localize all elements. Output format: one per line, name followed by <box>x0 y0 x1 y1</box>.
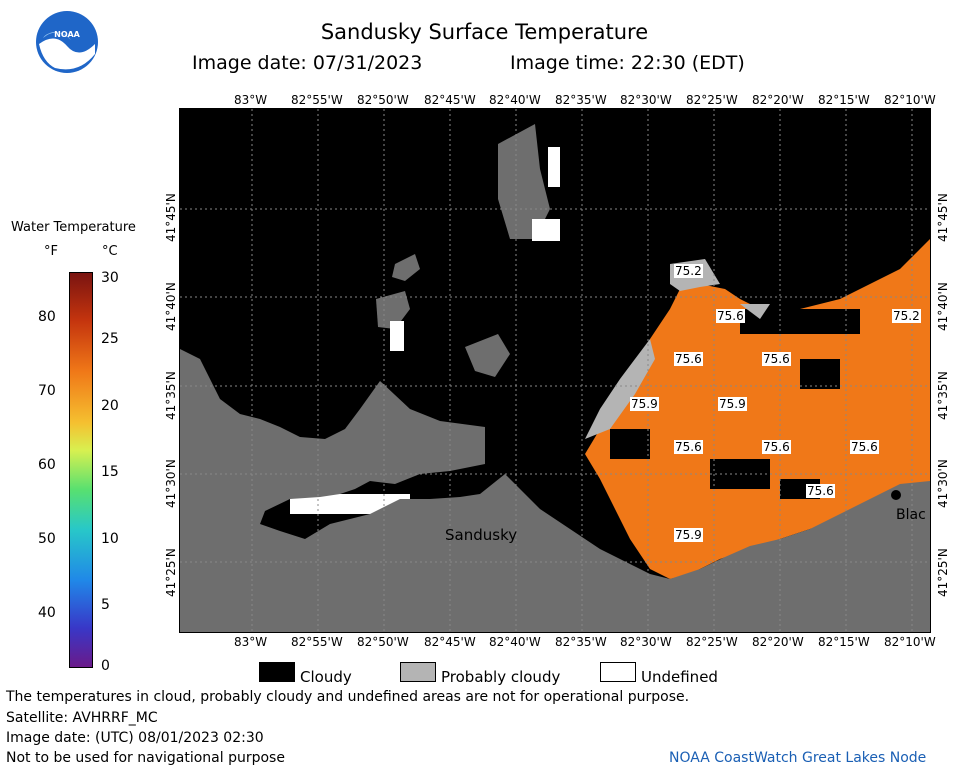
graticule <box>180 109 930 632</box>
temp-label: 75.9 <box>630 397 659 411</box>
probably-cloudy-region <box>585 259 770 439</box>
temp-label: 75.6 <box>806 484 835 498</box>
lon-tick-top: 83°W <box>234 93 268 107</box>
temp-label: 75.6 <box>762 352 791 366</box>
f-tick: 70 <box>38 383 56 399</box>
lat-tick-left: 41°45'N <box>164 193 178 242</box>
undefined-patch <box>532 219 560 241</box>
footer-satellite: Satellite: AVHRRF_MC <box>6 710 158 726</box>
c-tick: 10 <box>101 531 119 547</box>
lon-tick-top: 82°35'W <box>555 93 607 107</box>
temp-label: 75.9 <box>674 528 703 542</box>
colorbar <box>69 272 93 668</box>
lon-tick-top: 82°20'W <box>752 93 804 107</box>
island <box>465 334 510 377</box>
footer-nav-warning: Not to be used for navigational purpose <box>6 750 285 766</box>
temp-label: 75.6 <box>674 352 703 366</box>
probably-cloudy-island <box>498 124 550 239</box>
c-tick: 30 <box>101 270 119 286</box>
lon-tick-bottom: 82°35'W <box>555 635 607 649</box>
place-sandusky: Sandusky <box>445 526 518 544</box>
c-tick: 5 <box>101 597 110 613</box>
legend-undefined-label: Undefined <box>641 668 718 686</box>
lat-tick-right: 41°30'N <box>936 459 950 508</box>
temperature-map: 75.2 75.6 75.2 75.6 75.6 75.9 75.9 75.6 … <box>179 108 931 633</box>
lon-tick-bottom: 82°25'W <box>686 635 738 649</box>
footer-utc-date: Image date: (UTC) 08/01/2023 02:30 <box>6 730 264 746</box>
legend-probably-cloudy-swatch <box>400 662 436 682</box>
land-mass <box>180 349 930 632</box>
temp-label: 75.6 <box>762 440 791 454</box>
c-tick: 25 <box>101 331 119 347</box>
image-time: Image time: 22:30 (EDT) <box>510 52 745 74</box>
f-tick: 80 <box>38 309 56 325</box>
image-date: Image date: 07/31/2023 <box>192 52 423 74</box>
island <box>392 254 420 281</box>
lon-tick-bottom: 82°55'W <box>291 635 343 649</box>
lon-tick-bottom: 82°50'W <box>357 635 409 649</box>
lat-tick-left: 41°35'N <box>164 371 178 420</box>
legend-undefined-swatch <box>600 662 636 682</box>
lat-tick-right: 41°35'N <box>936 371 950 420</box>
map-canvas <box>180 109 930 632</box>
temp-label: 75.9 <box>718 397 747 411</box>
lon-tick-bottom: 82°15'W <box>818 635 870 649</box>
lon-tick-bottom: 82°10'W <box>884 635 936 649</box>
c-tick: 15 <box>101 464 119 480</box>
lon-tick-top: 82°40'W <box>489 93 541 107</box>
temp-label: 75.2 <box>674 264 703 278</box>
temp-label: 75.2 <box>892 309 921 323</box>
lon-tick-bottom: 82°30'W <box>620 635 672 649</box>
lon-tick-top: 82°15'W <box>818 93 870 107</box>
lon-tick-top: 82°45'W <box>424 93 476 107</box>
footer-credit: NOAA CoastWatch Great Lakes Node <box>669 750 927 766</box>
noaa-logo: NOAA <box>35 10 99 74</box>
lat-tick-left: 41°25'N <box>164 548 178 597</box>
city-marker <box>891 490 901 500</box>
temp-label: 75.6 <box>850 440 879 454</box>
lat-tick-right: 41°45'N <box>936 193 950 242</box>
lon-tick-top: 82°25'W <box>686 93 738 107</box>
temp-label: 75.6 <box>716 309 745 323</box>
lon-tick-bottom: 82°45'W <box>424 635 476 649</box>
f-tick: 40 <box>38 605 56 621</box>
lon-tick-bottom: 82°20'W <box>752 635 804 649</box>
lon-tick-top: 82°10'W <box>884 93 936 107</box>
logo-text: NOAA <box>54 30 80 39</box>
footer-disclaimer: The temperatures in cloud, probably clou… <box>6 689 690 705</box>
undefined-patch <box>548 147 560 187</box>
lat-tick-left: 41°30'N <box>164 459 178 508</box>
c-tick: 0 <box>101 658 110 674</box>
lon-tick-bottom: 82°40'W <box>489 635 541 649</box>
f-tick: 60 <box>38 457 56 473</box>
lat-tick-right: 41°40'N <box>936 282 950 331</box>
legend-cloudy-swatch <box>259 662 295 682</box>
cloud-patch <box>800 359 840 389</box>
map-title: Sandusky Surface Temperature <box>320 20 649 44</box>
lat-tick-left: 41°40'N <box>164 282 178 331</box>
cloud-patch <box>610 429 650 459</box>
unit-c: °C <box>102 244 118 259</box>
lon-tick-top: 82°50'W <box>357 93 409 107</box>
lon-tick-top: 82°30'W <box>620 93 672 107</box>
undefined-patch <box>390 321 404 351</box>
c-tick: 20 <box>101 398 119 414</box>
lon-tick-bottom: 83°W <box>234 635 268 649</box>
temp-label: 75.6 <box>674 440 703 454</box>
noaa-logo-icon <box>36 11 98 73</box>
lat-tick-right: 41°25'N <box>936 548 950 597</box>
place-blac: Blac <box>896 507 926 523</box>
f-tick: 50 <box>38 531 56 547</box>
colorbar-title: Water Temperature <box>11 220 136 235</box>
legend-probably-cloudy-label: Probably cloudy <box>441 668 561 686</box>
lon-tick-top: 82°55'W <box>291 93 343 107</box>
legend-cloudy-label: Cloudy <box>300 668 352 686</box>
unit-f: °F <box>44 244 58 259</box>
